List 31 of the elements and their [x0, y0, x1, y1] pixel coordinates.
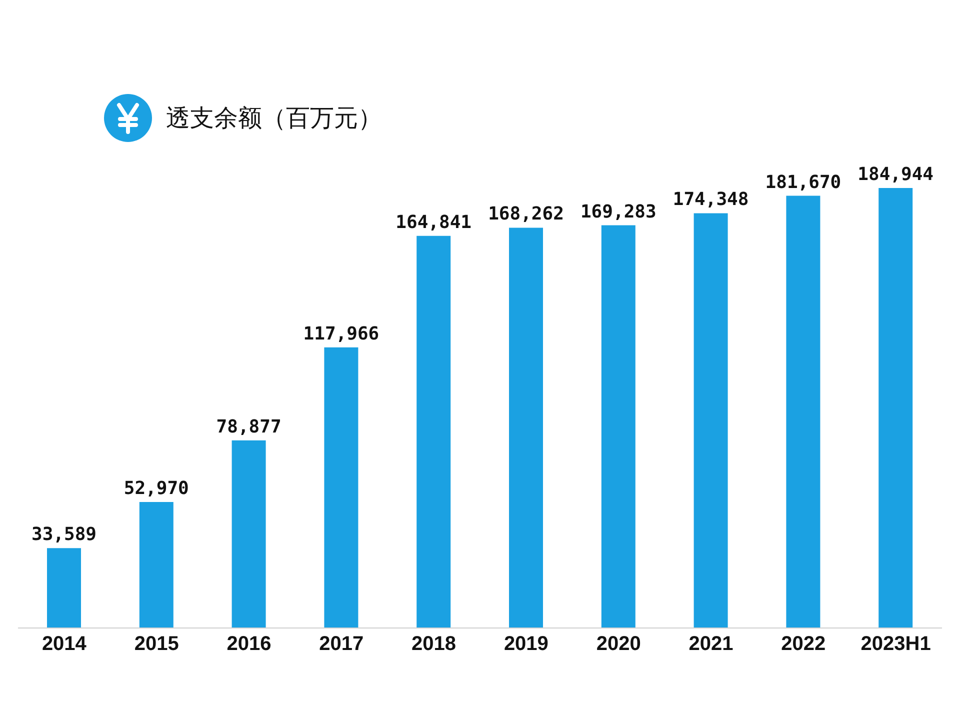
bar: [694, 213, 728, 628]
x-tick-label: 2016: [226, 633, 272, 656]
data-label: 78,877: [216, 416, 282, 438]
data-label: 174,348: [672, 189, 749, 210]
bar: [232, 440, 266, 628]
x-tick-label: 2019: [504, 633, 548, 656]
data-label: 117,966: [303, 323, 380, 344]
data-label: 184,944: [858, 164, 934, 185]
bar: [601, 225, 636, 628]
x-tick-label: 2022: [781, 633, 826, 656]
data-label: 168,262: [488, 204, 564, 225]
bar: [139, 502, 174, 628]
bar: [786, 196, 820, 628]
x-tick-label: 2020: [596, 633, 641, 656]
x-tick-label: 2023H1: [860, 633, 931, 656]
legend-label: 透支余额（百万元）: [166, 103, 382, 134]
x-tick-label: 2021: [688, 633, 734, 656]
bar: [324, 347, 358, 628]
data-label: 52,970: [124, 478, 189, 499]
x-tick-label: 2015: [134, 633, 179, 656]
bar: [416, 236, 451, 628]
data-label: 164,841: [396, 212, 472, 233]
x-tick-label: 2014: [42, 633, 88, 656]
data-label: 181,670: [765, 172, 842, 193]
bar: [509, 228, 543, 628]
bar: [47, 548, 81, 628]
bar: [878, 188, 913, 628]
data-label: 169,283: [580, 201, 656, 222]
data-label: 33,589: [31, 524, 97, 546]
x-tick-label: 2017: [319, 633, 364, 656]
x-tick-label: 2018: [412, 633, 456, 656]
